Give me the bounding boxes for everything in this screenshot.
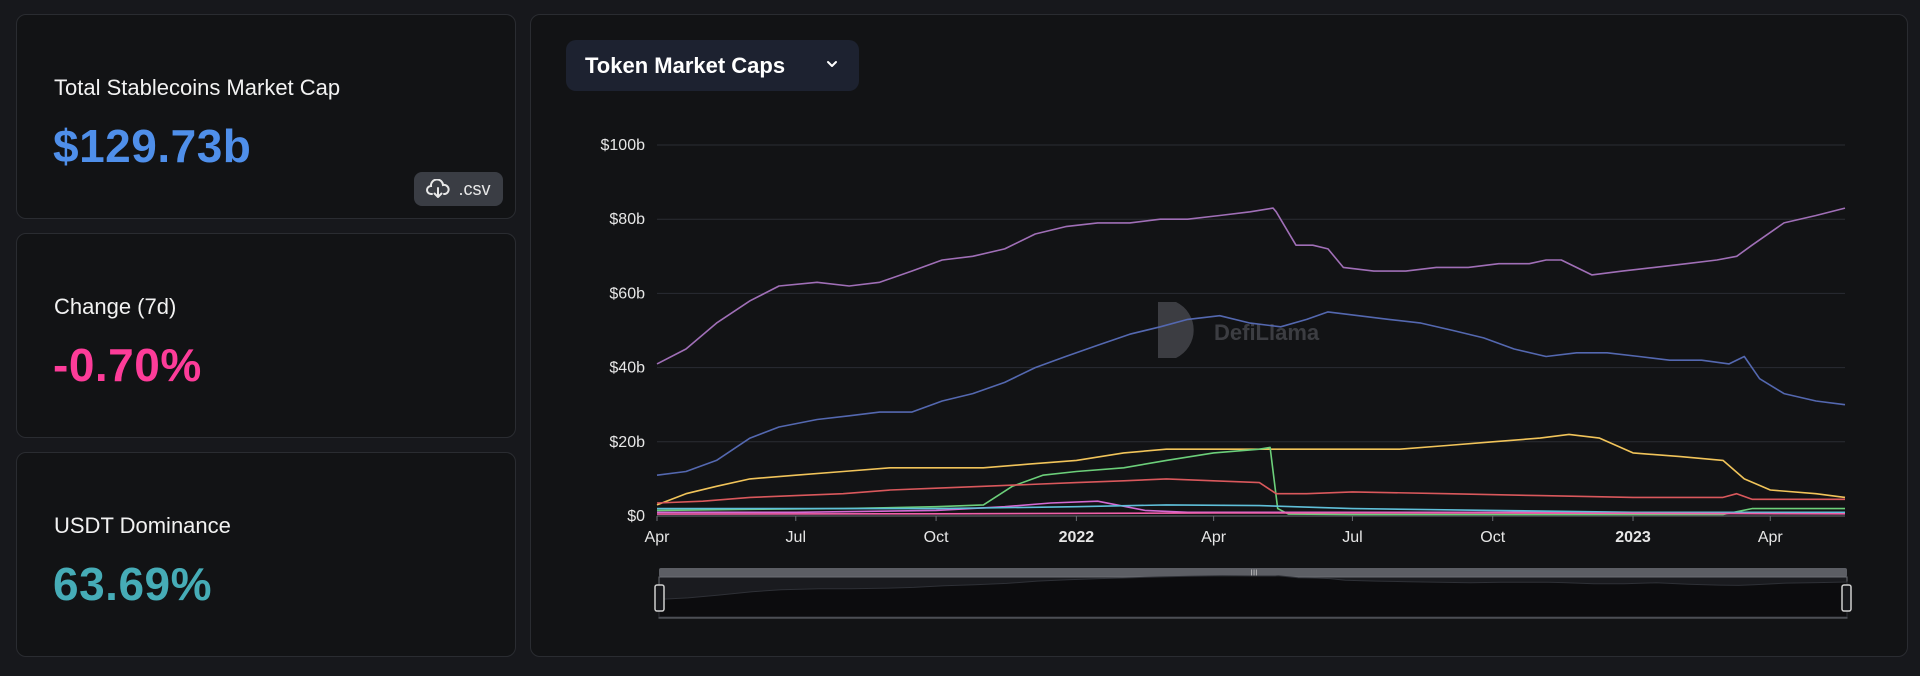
range-slider[interactable]: ||| xyxy=(654,568,1852,619)
chart-type-dropdown[interactable]: Token Market Caps xyxy=(566,40,859,91)
x-tick-label: Oct xyxy=(1480,529,1505,546)
y-tick-label: $20b xyxy=(609,434,645,451)
y-tick-label: $0 xyxy=(627,508,645,525)
csv-label: .csv xyxy=(458,178,491,199)
chart-type-label: Token Market Caps xyxy=(585,52,786,78)
x-tick-label: 2022 xyxy=(1059,529,1095,546)
download-csv-button[interactable]: .csv xyxy=(414,172,503,206)
range-slider-right-handle[interactable] xyxy=(1841,584,1852,612)
y-tick-label: $60b xyxy=(609,285,645,302)
usdt-dominance-label: USDT Dominance xyxy=(54,513,231,538)
range-slider-track[interactable] xyxy=(659,568,1847,577)
defillama-watermark: DefiLlama xyxy=(1158,302,1320,358)
x-tick-label: Apr xyxy=(1201,529,1227,546)
y-tick-label: $80b xyxy=(609,211,645,228)
chart-axes: $0 $20b $40b $60b $80b $100b Apr Jul Oct 2022 Apr J… xyxy=(601,137,1845,546)
change-7d-value: -0.70% xyxy=(53,339,202,391)
series-line-2 xyxy=(656,311,1846,476)
x-tick-label: Apr xyxy=(645,529,671,546)
usdt-dominance-value: 63.69% xyxy=(53,558,213,610)
range-slider-grip[interactable]: ||| xyxy=(1250,568,1257,578)
series-line-7 xyxy=(657,504,1845,514)
change-7d-card: Change (7d) -0.70% xyxy=(16,233,516,438)
watermark-text: DefiLlama xyxy=(1214,320,1320,345)
market-cap-label: Total Stablecoins Market Cap xyxy=(54,75,341,100)
series-line-5 xyxy=(656,478,1845,504)
x-tick-label: Oct xyxy=(924,529,949,546)
range-slider-left-handle[interactable] xyxy=(654,584,665,612)
defillama-logo-icon xyxy=(1158,302,1194,358)
market-cap-value: $129.73b xyxy=(53,120,252,172)
range-slider-overview xyxy=(658,575,1848,618)
cloud-download-icon xyxy=(426,179,451,198)
x-tick-label: 2023 xyxy=(1615,529,1651,546)
y-tick-label: $100b xyxy=(601,137,646,154)
x-tick-label: Jul xyxy=(1342,529,1362,546)
series-line-8 xyxy=(656,512,1846,515)
series-line-6 xyxy=(657,500,1845,514)
series-line-1 xyxy=(656,207,1846,365)
chart-series xyxy=(656,207,1846,516)
x-tick-label: Jul xyxy=(786,529,806,546)
series-line-3 xyxy=(656,433,1846,506)
market-cap-card: Total Stablecoins Market Cap $129.73b .c… xyxy=(16,14,516,219)
series-line-4 xyxy=(656,446,1845,516)
change-7d-label: Change (7d) xyxy=(54,294,177,319)
chart-panel xyxy=(530,14,1908,657)
y-tick-label: $40b xyxy=(609,360,645,377)
chevron-down-icon xyxy=(827,61,837,67)
usdt-dominance-card: USDT Dominance 63.69% xyxy=(16,452,516,657)
x-tick-label: Apr xyxy=(1758,529,1784,546)
